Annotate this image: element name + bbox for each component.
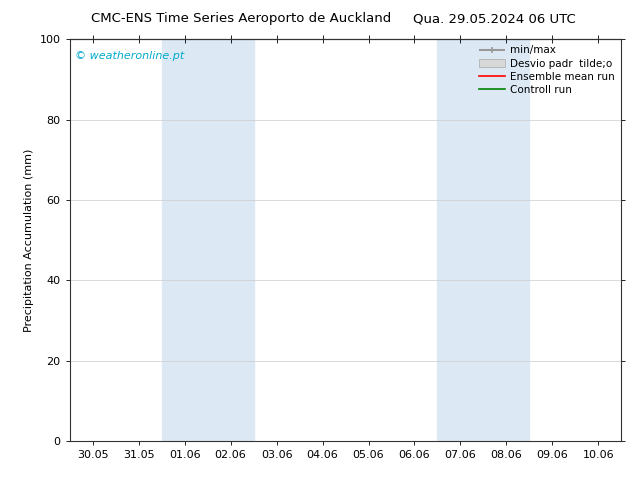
- Y-axis label: Precipitation Accumulation (mm): Precipitation Accumulation (mm): [24, 148, 34, 332]
- Legend: min/max, Desvio padr  tilde;o, Ensemble mean run, Controll run: min/max, Desvio padr tilde;o, Ensemble m…: [475, 41, 619, 99]
- Text: © weatheronline.pt: © weatheronline.pt: [75, 51, 184, 61]
- Bar: [162, 39, 254, 441]
- Text: Qua. 29.05.2024 06 UTC: Qua. 29.05.2024 06 UTC: [413, 12, 576, 25]
- Text: CMC-ENS Time Series Aeroporto de Auckland: CMC-ENS Time Series Aeroporto de Aucklan…: [91, 12, 391, 25]
- Bar: [437, 39, 529, 441]
